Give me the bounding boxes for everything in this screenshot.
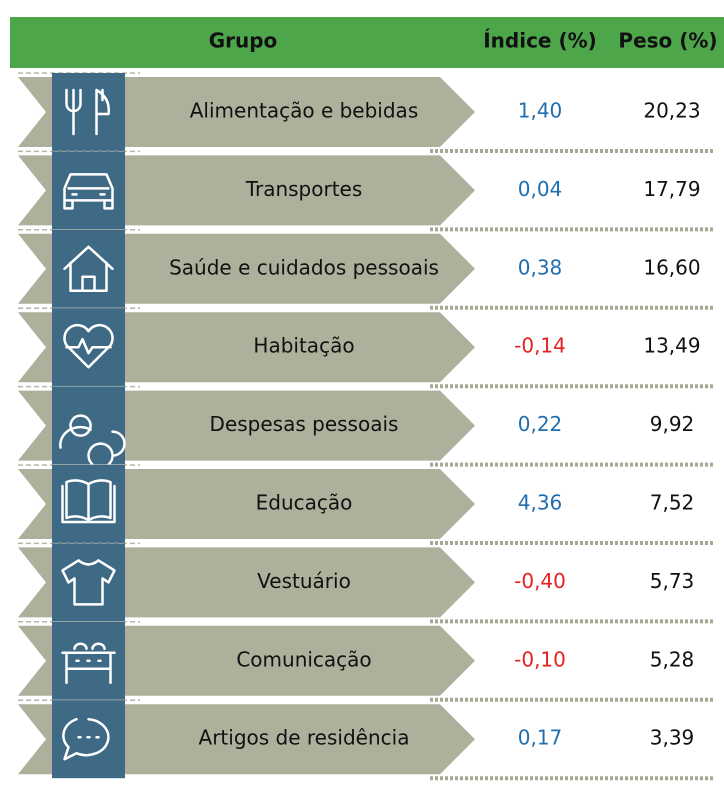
icon bbox=[59, 414, 126, 469]
index-value: -0,40 bbox=[514, 569, 566, 593]
icon-box bbox=[52, 151, 125, 230]
icon bbox=[61, 559, 116, 606]
weight-value: 5,73 bbox=[650, 569, 695, 593]
weight-value: 20,23 bbox=[643, 99, 700, 123]
icon bbox=[62, 717, 110, 761]
icon-box bbox=[52, 308, 125, 387]
index-value: 0,38 bbox=[518, 255, 563, 279]
icon-box bbox=[52, 73, 125, 151]
icon bbox=[61, 642, 116, 685]
group-label: Saúde e cuidados pessoais bbox=[169, 255, 439, 279]
group-label: Alimentação e bebidas bbox=[190, 99, 419, 123]
group-label: Comunicação bbox=[236, 647, 371, 671]
index-value: 0,17 bbox=[518, 726, 563, 750]
group-label: Despesas pessoais bbox=[210, 412, 399, 436]
icon bbox=[65, 88, 110, 136]
icon bbox=[63, 173, 114, 210]
weight-value: 5,28 bbox=[650, 647, 695, 671]
icon-box bbox=[52, 229, 125, 308]
row-banner bbox=[18, 155, 475, 226]
header-index: Índice (%) bbox=[483, 29, 597, 53]
weight-value: 17,79 bbox=[643, 177, 700, 201]
icon bbox=[63, 323, 114, 369]
group-label: Educação bbox=[256, 491, 353, 515]
index-value: 1,40 bbox=[518, 99, 563, 123]
weight-value: 16,60 bbox=[643, 255, 700, 279]
header-group: Grupo bbox=[209, 29, 278, 53]
index-value: 0,04 bbox=[518, 177, 563, 201]
icon-box bbox=[52, 543, 125, 622]
header-bar bbox=[10, 17, 724, 68]
index-value: -0,10 bbox=[514, 647, 566, 671]
group-label: Artigos de residência bbox=[199, 726, 410, 750]
group-label: Transportes bbox=[245, 177, 363, 201]
index-value: 0,22 bbox=[518, 412, 563, 436]
header-weight: Peso (%) bbox=[618, 29, 717, 53]
group-label: Vestuário bbox=[257, 569, 351, 593]
group-label: Habitação bbox=[253, 334, 354, 358]
icon bbox=[63, 245, 114, 293]
icon bbox=[61, 479, 116, 524]
row-banner bbox=[18, 390, 475, 461]
row-banner bbox=[18, 233, 475, 304]
index-value: 4,36 bbox=[518, 491, 563, 515]
weight-value: 7,52 bbox=[650, 491, 695, 515]
weight-value: 3,39 bbox=[650, 726, 695, 750]
weight-value: 9,92 bbox=[650, 412, 695, 436]
row-banner bbox=[18, 625, 475, 696]
index-value: -0,14 bbox=[514, 334, 566, 358]
weight-value: 13,49 bbox=[643, 334, 700, 358]
row-banner bbox=[18, 704, 475, 775]
row-banner bbox=[18, 469, 475, 539]
row-banner bbox=[18, 312, 475, 383]
row-banner bbox=[18, 77, 475, 147]
row-banner bbox=[18, 547, 475, 618]
